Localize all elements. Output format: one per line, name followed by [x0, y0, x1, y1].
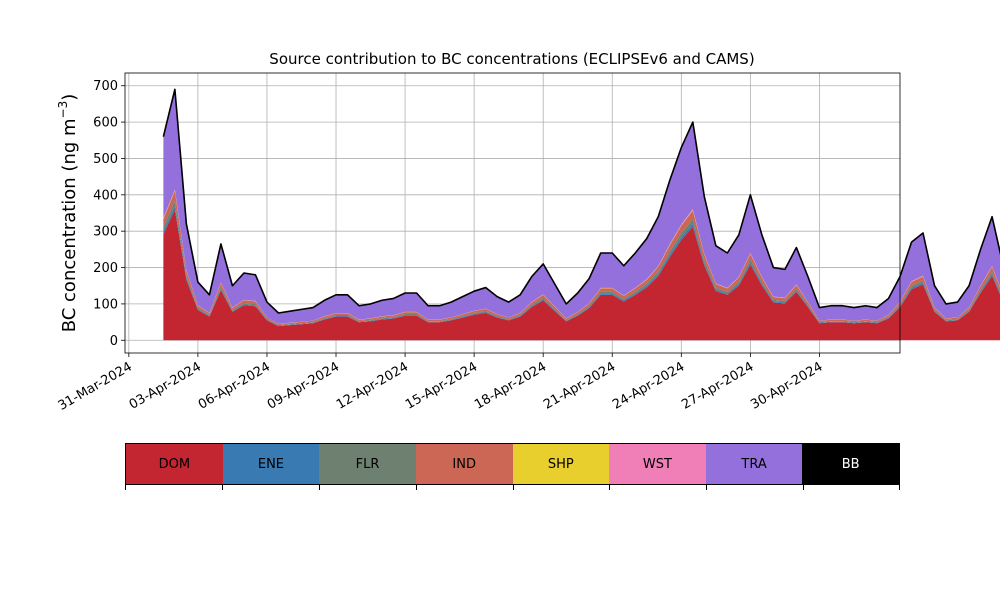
legend-tick-mark: [221, 485, 223, 490]
chart-title: Source contribution to BC concentrations…: [269, 50, 754, 68]
x-tick-label: 09-Apr-2024: [265, 359, 342, 412]
x-tick-label: 24-Apr-2024: [610, 359, 687, 412]
legend-tick-mark: [125, 485, 126, 490]
x-tick-label: 18-Apr-2024: [472, 359, 549, 412]
legend-entry-ind: IND: [415, 444, 513, 484]
y-axis-label-close: ): [59, 94, 80, 101]
legend-tick-mark: [415, 485, 417, 490]
y-tick-label: 400: [93, 188, 118, 203]
legend-tick-mark: [609, 485, 611, 490]
y-tick-label: 500: [93, 152, 118, 167]
y-tick-label: 100: [93, 297, 118, 312]
x-tick-label: 12-Apr-2024: [334, 359, 411, 412]
legend-entry-shp: SHP: [512, 444, 610, 484]
legend-tick-mark: [512, 485, 514, 490]
x-tick-label: 03-Apr-2024: [127, 359, 204, 412]
x-tick-label: 27-Apr-2024: [679, 359, 756, 412]
stacked-areas: [162, 88, 1000, 341]
area-dom: [163, 209, 1000, 341]
legend-entry-wst: WST: [609, 444, 706, 484]
y-axis-label-superscript: −3: [56, 101, 70, 119]
legend-tick-mark: [803, 485, 805, 490]
area-ind: [163, 190, 1000, 326]
source-legend-colorbar: DOM ENE FLR IND SHP WST TRA BB: [125, 443, 900, 485]
legend-entry-ene: ENE: [222, 444, 320, 484]
legend-entry-tra: TRA: [705, 444, 803, 484]
y-tick-label: 200: [93, 261, 118, 276]
x-tick-label: 15-Apr-2024: [403, 359, 480, 412]
legend-tick-mark: [318, 485, 320, 490]
legend-ticks: [125, 485, 900, 491]
y-tick-label: 600: [93, 116, 118, 131]
area-tra: [163, 90, 1000, 324]
legend-entry-flr: FLR: [319, 444, 416, 484]
legend-entry-bb: BB: [802, 444, 899, 484]
y-tick-label: 0: [110, 334, 118, 349]
y-axis-label: BC concentration (ng m−3): [56, 94, 80, 333]
x-tick-label: 30-Apr-2024: [748, 359, 825, 412]
series-line-total: [162, 88, 1000, 314]
y-axis-label-base: BC concentration (ng m: [59, 118, 80, 332]
x-tick-label: 31-Mar-2024: [56, 359, 135, 413]
legend-tick-mark: [899, 485, 900, 490]
plot-frame: [124, 72, 901, 354]
x-tick-label: 06-Apr-2024: [196, 359, 273, 412]
legend-tick-mark: [706, 485, 708, 490]
legend-entry-dom: DOM: [126, 444, 223, 484]
x-tick-label: 21-Apr-2024: [541, 359, 618, 412]
y-tick-label: 300: [93, 225, 118, 240]
y-tick-label: 700: [93, 79, 118, 94]
